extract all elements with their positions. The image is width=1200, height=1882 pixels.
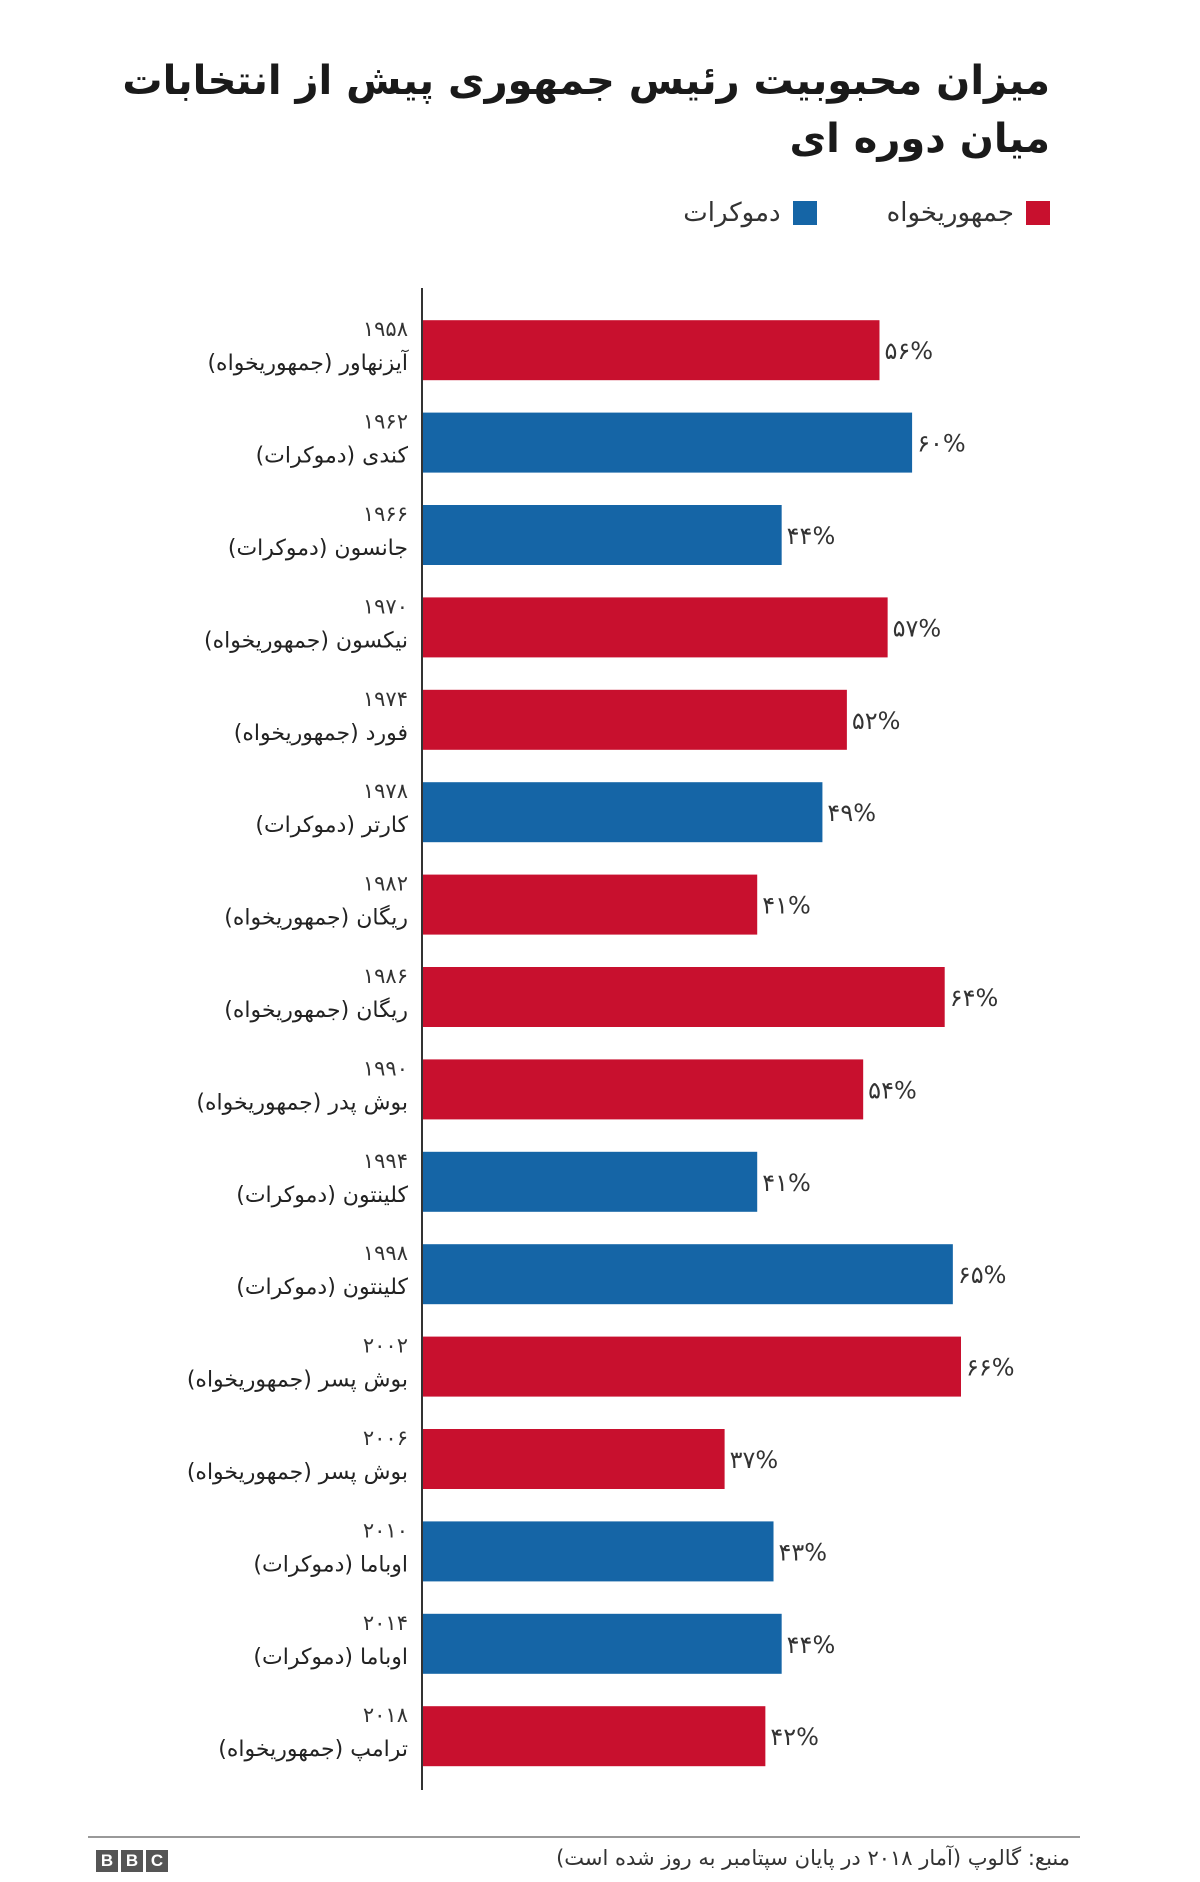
legend-item-republican: جمهوریخواه bbox=[887, 198, 1050, 228]
bar bbox=[423, 505, 782, 565]
bar-value-label: ۶۴% bbox=[950, 984, 999, 1012]
bar-category-label: بوش پسر (جمهوریخواه) bbox=[187, 1460, 408, 1485]
bar-category-label: جانسون (دموکرات) bbox=[228, 536, 408, 561]
source-note: منبع: گالوپ (آمار ۲۰۱۸ در پایان سپتامبر … bbox=[556, 1846, 1070, 1870]
bar bbox=[423, 412, 913, 473]
bar-value-label: ۵۷% bbox=[893, 614, 942, 642]
bar bbox=[423, 1059, 864, 1120]
bar bbox=[423, 689, 847, 750]
bar-year-label: ۱۹۶۲ bbox=[363, 410, 408, 434]
bar-value-label: ۴۴% bbox=[787, 522, 836, 550]
bar-value-label: ۶۶% bbox=[966, 1354, 1015, 1382]
bar bbox=[423, 1151, 758, 1212]
bar bbox=[423, 874, 758, 935]
legend-item-democrat: دموکرات bbox=[683, 198, 817, 228]
bar bbox=[423, 320, 880, 381]
legend: جمهوریخواه دموکرات bbox=[613, 198, 1050, 228]
bar bbox=[423, 1244, 953, 1305]
legend-label-democrat: دموکرات bbox=[683, 198, 781, 228]
bar bbox=[423, 1706, 766, 1767]
bbc-logo-letter: B bbox=[96, 1850, 118, 1872]
bar-year-label: ۱۹۹۸ bbox=[363, 1241, 408, 1265]
bar-year-label: ۱۹۸۶ bbox=[363, 964, 408, 988]
legend-swatch-republican bbox=[1026, 201, 1050, 225]
bbc-logo-letter: C bbox=[146, 1850, 168, 1872]
bar-year-label: ۱۹۹۰ bbox=[363, 1056, 408, 1080]
bar bbox=[423, 1521, 774, 1582]
chart-title-line-1: میزان محبوبیت رئیس جمهوری پیش از انتخابا… bbox=[122, 58, 1050, 104]
bar-category-label: کندی (دموکرات) bbox=[256, 444, 409, 469]
bar-value-label: ۶۵% bbox=[958, 1261, 1007, 1289]
bar-category-label: کلینتون (دموکرات) bbox=[236, 1183, 408, 1208]
bar-category-label: فورد (جمهوریخواه) bbox=[234, 721, 408, 746]
bar-year-label: ۱۹۵۸ bbox=[363, 317, 408, 341]
bar-year-label: ۱۹۶۶ bbox=[363, 502, 408, 526]
bar-category-label: اوباما (دموکرات) bbox=[253, 1645, 408, 1670]
bar bbox=[423, 1429, 725, 1489]
bar-year-label: ۲۰۰۲ bbox=[363, 1334, 408, 1358]
bar-year-label: ۲۰۰۶ bbox=[363, 1426, 408, 1450]
bar-value-label: ۵۶% bbox=[884, 337, 933, 365]
bar-value-label: ۴۴% bbox=[787, 1631, 836, 1659]
bar-category-label: بوش پدر (جمهوریخواه) bbox=[196, 1090, 408, 1115]
bar-category-label: ترامپ (جمهوریخواه) bbox=[218, 1737, 408, 1762]
bar-category-label: کارتر (دموکرات) bbox=[255, 813, 408, 838]
bar-value-label: ۴۳% bbox=[779, 1538, 828, 1566]
bar-year-label: ۱۹۷۰ bbox=[363, 594, 408, 618]
bar-category-label: بوش پسر (جمهوریخواه) bbox=[187, 1368, 408, 1393]
bar-category-label: آیزنهاور (جمهوریخواه) bbox=[207, 349, 408, 376]
bar-year-label: ۱۹۷۸ bbox=[363, 779, 408, 803]
bar-year-label: ۱۹۹۴ bbox=[363, 1149, 408, 1173]
bar bbox=[423, 1613, 782, 1674]
bar bbox=[423, 1336, 961, 1397]
bar-value-label: ۴۹% bbox=[827, 799, 876, 827]
bar-value-label: ۵۲% bbox=[852, 707, 901, 735]
chart-title-line-2: میان دوره ای bbox=[789, 116, 1050, 162]
bar-year-label: ۲۰۱۰ bbox=[363, 1518, 408, 1542]
bar-category-label: ریگان (جمهوریخواه) bbox=[224, 905, 408, 931]
bar-value-label: ۳۷% bbox=[730, 1446, 779, 1474]
bar-year-label: ۲۰۱۴ bbox=[363, 1611, 408, 1635]
bar-category-label: اوباما (دموکرات) bbox=[253, 1552, 408, 1577]
bar-value-label: ۴۱% bbox=[762, 1169, 811, 1197]
bar bbox=[423, 967, 945, 1027]
bar-value-label: ۶۰% bbox=[917, 430, 966, 458]
bar-chart: ۵۶% ۱۹۵۸ آیزنهاور (جمهوریخواه) ۶۰% ۱۹۶۲ کندی … bbox=[187, 288, 1015, 1790]
bbc-logo: B B C bbox=[96, 1850, 171, 1872]
bar-category-label: کلینتون (دموکرات) bbox=[236, 1275, 408, 1300]
bar bbox=[423, 597, 888, 658]
bar-year-label: ۱۹۸۲ bbox=[363, 872, 408, 896]
bar-category-label: ریگان (جمهوریخواه) bbox=[224, 997, 408, 1023]
bar-category-label: نیکسون (جمهوریخواه) bbox=[204, 628, 408, 653]
legend-swatch-democrat bbox=[792, 201, 817, 225]
bbc-logo-letter: B bbox=[121, 1850, 143, 1872]
bar-year-label: ۱۹۷۴ bbox=[363, 687, 408, 711]
bar bbox=[423, 782, 823, 843]
footer-divider bbox=[88, 1836, 1080, 1838]
bar-year-label: ۲۰۱۸ bbox=[363, 1703, 408, 1727]
chart-title: میزان محبوبیت رئیس جمهوری پیش از انتخابا… bbox=[122, 52, 1050, 168]
legend-label-republican: جمهوریخواه bbox=[886, 198, 1014, 228]
bar-value-label: ۵۴% bbox=[868, 1076, 917, 1104]
bar-value-label: ۴۲% bbox=[770, 1723, 819, 1751]
bar-value-label: ۴۱% bbox=[762, 892, 811, 920]
